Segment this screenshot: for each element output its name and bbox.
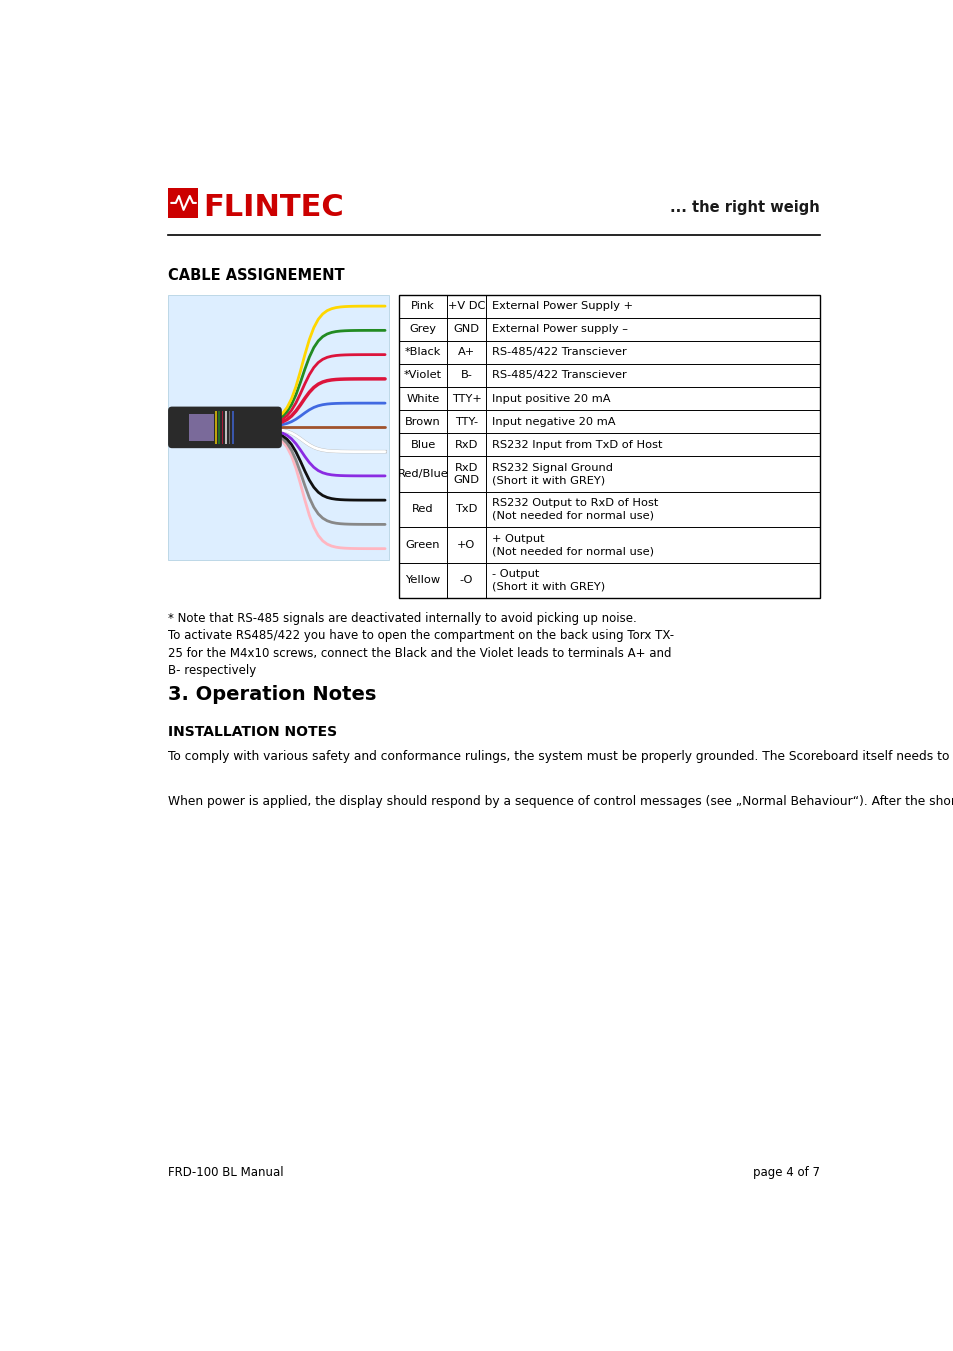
- Text: - Output
(Short it with GREY): - Output (Short it with GREY): [492, 569, 604, 592]
- FancyBboxPatch shape: [168, 295, 389, 561]
- Text: ... the right weigh: ... the right weigh: [669, 200, 819, 215]
- Text: Brown: Brown: [405, 416, 440, 427]
- FancyBboxPatch shape: [232, 411, 233, 443]
- FancyBboxPatch shape: [398, 295, 819, 598]
- Text: Pink: Pink: [411, 301, 435, 311]
- Text: INSTALLATION NOTES: INSTALLATION NOTES: [168, 725, 336, 739]
- Text: page 4 of 7: page 4 of 7: [752, 1166, 819, 1179]
- Text: RS232 Input from TxD of Host: RS232 Input from TxD of Host: [492, 439, 661, 450]
- Text: CABLE ASSIGNEMENT: CABLE ASSIGNEMENT: [168, 269, 344, 284]
- FancyBboxPatch shape: [189, 413, 213, 442]
- Text: Red: Red: [412, 504, 434, 515]
- FancyBboxPatch shape: [221, 411, 223, 443]
- Text: Green: Green: [405, 540, 440, 550]
- Text: RS232 Signal Ground
(Short it with GREY): RS232 Signal Ground (Short it with GREY): [492, 463, 613, 485]
- Text: RS232 Output to RxD of Host
(Not needed for normal use): RS232 Output to RxD of Host (Not needed …: [492, 499, 658, 520]
- Text: RS-485/422 Transciever: RS-485/422 Transciever: [492, 370, 626, 381]
- Text: When power is applied, the display should respond by a sequence of control messa: When power is applied, the display shoul…: [168, 794, 953, 808]
- Text: +V DC: +V DC: [447, 301, 485, 311]
- Text: Input negative 20 mA: Input negative 20 mA: [492, 416, 615, 427]
- Text: Blue: Blue: [410, 439, 436, 450]
- Text: + Output
(Not needed for normal use): + Output (Not needed for normal use): [492, 534, 654, 557]
- FancyBboxPatch shape: [225, 411, 227, 443]
- Text: *Black: *Black: [404, 347, 441, 357]
- Text: RS-485/422 Transciever: RS-485/422 Transciever: [492, 347, 626, 357]
- Text: TTY+: TTY+: [451, 393, 481, 404]
- Text: * Note that RS-485 signals are deactivated internally to avoid picking up noise.: * Note that RS-485 signals are deactivat…: [168, 612, 674, 677]
- Text: Red/Blue: Red/Blue: [397, 469, 448, 480]
- Text: FRD-100 BL Manual: FRD-100 BL Manual: [168, 1166, 283, 1179]
- Text: Yellow: Yellow: [405, 576, 440, 585]
- Text: White: White: [406, 393, 439, 404]
- Text: Input positive 20 mA: Input positive 20 mA: [492, 393, 610, 404]
- Text: -O: -O: [459, 576, 473, 585]
- Text: RxD
GND: RxD GND: [453, 463, 479, 485]
- Text: A+: A+: [457, 347, 475, 357]
- Text: +O: +O: [456, 540, 476, 550]
- Text: TTY-: TTY-: [455, 416, 477, 427]
- FancyBboxPatch shape: [229, 411, 231, 443]
- FancyBboxPatch shape: [218, 411, 220, 443]
- FancyBboxPatch shape: [214, 411, 216, 443]
- Text: *Violet: *Violet: [403, 370, 441, 381]
- FancyBboxPatch shape: [168, 407, 281, 449]
- Text: Grey: Grey: [409, 324, 436, 334]
- Text: 3. Operation Notes: 3. Operation Notes: [168, 685, 376, 704]
- Text: RxD: RxD: [455, 439, 477, 450]
- Text: FLINTEC: FLINTEC: [203, 193, 343, 222]
- FancyBboxPatch shape: [168, 188, 197, 218]
- Text: B-: B-: [460, 370, 472, 381]
- Text: TxD: TxD: [455, 504, 477, 515]
- Text: To comply with various safety and conformance rulings, the system must be proper: To comply with various safety and confor…: [168, 750, 953, 763]
- Text: External Power Supply +: External Power Supply +: [492, 301, 633, 311]
- Text: GND: GND: [453, 324, 479, 334]
- Text: External Power supply –: External Power supply –: [492, 324, 627, 334]
